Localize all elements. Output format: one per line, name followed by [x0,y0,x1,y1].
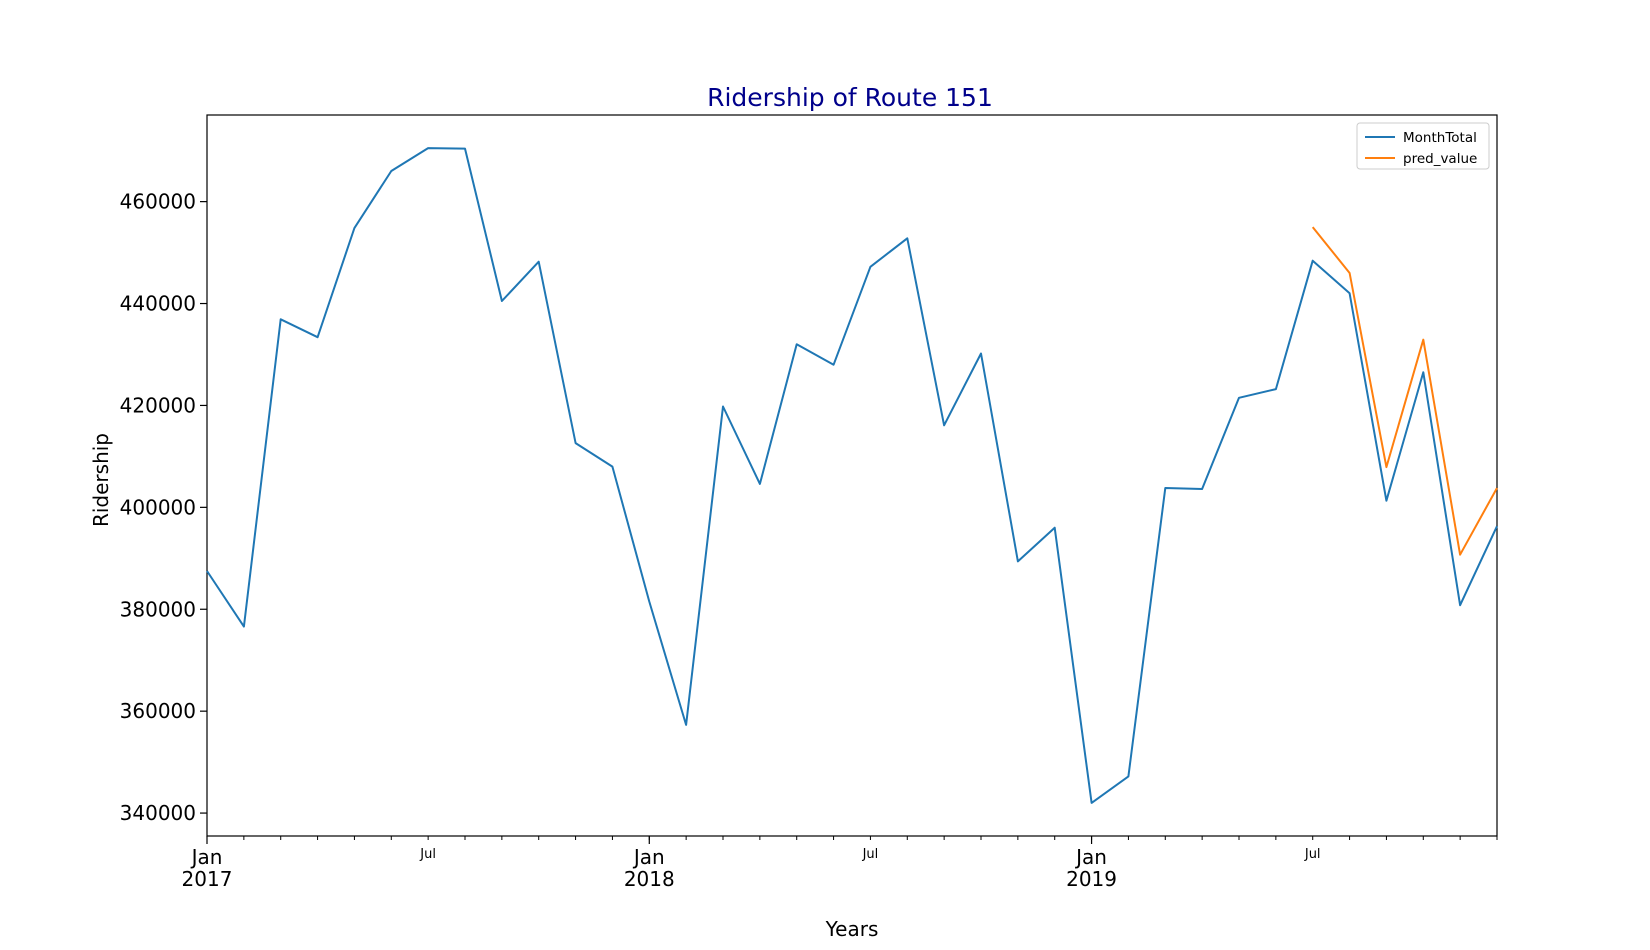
y-tick-label: 420000 [120,393,196,417]
x-tick-label-year: 2018 [624,867,675,891]
x-minor-tick-label: Jul [1304,847,1321,862]
series-line-pred_value [1311,226,1498,556]
x-tick-label-month: Jan [632,845,665,869]
y-tick-label: 440000 [120,292,196,316]
chart-title: Ridership of Route 151 [707,83,993,112]
y-axis: 340000 360000 380000 400000 420000 440000 4600… [120,190,207,825]
y-axis-label: Ridership [89,433,113,527]
plot-area-frame [206,114,1498,837]
y-tick-label: 460000 [120,190,196,214]
x-tick-label-year: 2019 [1066,867,1117,891]
y-tick-label: 400000 [120,495,196,519]
plot-lines [206,147,1498,804]
x-tick-label-month: Jan [190,845,223,869]
x-axis-label: Years [825,917,879,941]
legend: MonthTotal pred_value [1356,122,1490,170]
x-minor-tick-label: Jul [419,847,436,862]
y-tick-label: 340000 [120,801,196,825]
series-line-MonthTotal [206,147,1498,804]
y-tick-label: 380000 [120,597,196,621]
x-tick-label-month: Jan [1074,845,1107,869]
legend-label: MonthTotal [1403,130,1477,146]
y-tick-label: 360000 [120,699,196,723]
legend-label: pred_value [1403,151,1477,167]
x-tick-label-year: 2017 [182,867,233,891]
x-minor-tick-label: Jul [862,847,879,862]
